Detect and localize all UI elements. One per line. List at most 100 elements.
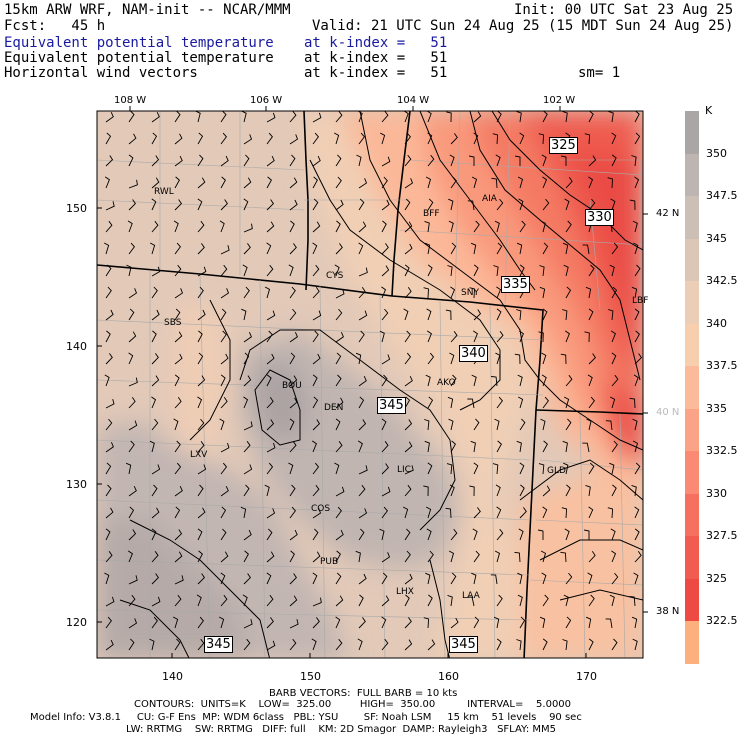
- wind-barb: [565, 484, 571, 497]
- wind-barb: [105, 616, 112, 629]
- wind-barb: [516, 309, 522, 321]
- wind-barb: [539, 616, 546, 629]
- wind-barb: [634, 506, 640, 519]
- wind-barb: [128, 308, 135, 321]
- wind-barb: [312, 353, 321, 365]
- colorbar-swatch: [685, 323, 699, 366]
- wind-barb: [358, 221, 367, 233]
- wind-barb: [494, 220, 500, 233]
- wind-barb: [495, 154, 501, 167]
- wind-barb: [243, 134, 253, 145]
- wind-barb: [197, 616, 204, 629]
- wind-barb: [358, 419, 367, 431]
- wind-barb: [634, 176, 640, 189]
- wind-barb: [404, 352, 412, 365]
- wind-barb: [450, 242, 457, 255]
- wind-barb: [197, 464, 207, 475]
- wind-barb: [312, 198, 319, 211]
- wind-barb: [174, 594, 182, 607]
- station-bou: BOU: [282, 381, 302, 391]
- wind-barb: [471, 176, 478, 189]
- wind-barb: [381, 374, 388, 387]
- wind-barb: [220, 374, 226, 387]
- wind-barb: [220, 245, 230, 255]
- wind-barb: [197, 309, 206, 321]
- wind-barb: [173, 418, 179, 431]
- wind-barb: [220, 330, 227, 343]
- wind-barb: [126, 264, 132, 277]
- wind-barb: [335, 418, 341, 431]
- wind-barb: [381, 638, 389, 651]
- wind-barb: [335, 595, 344, 607]
- wind-barb: [491, 376, 498, 387]
- wind-barb: [629, 199, 636, 211]
- wind-barb: [289, 397, 298, 409]
- contour-label-345-s: 345: [449, 636, 478, 653]
- wind-barb: [220, 462, 228, 475]
- wind-barb: [220, 199, 228, 211]
- wind-barb: [220, 528, 227, 541]
- wind-barb: [174, 506, 181, 519]
- wind-barb: [243, 177, 252, 189]
- wind-barb: [151, 155, 160, 167]
- wind-barb: [197, 132, 204, 145]
- wind-barb: [335, 572, 342, 585]
- wind-barb: [220, 111, 227, 123]
- wind-barb: [151, 266, 161, 277]
- wind-barb: [128, 331, 137, 343]
- wind-barb: [516, 242, 523, 255]
- wind-barb: [125, 462, 132, 475]
- wind-barb: [424, 419, 430, 431]
- wind-barb: [539, 286, 546, 299]
- wind-barb: [174, 133, 183, 145]
- wind-barb: [427, 264, 433, 277]
- wind-barb: [220, 594, 228, 607]
- wind-barb: [611, 638, 618, 651]
- wind-barb: [197, 507, 206, 519]
- wind-barb: [381, 308, 389, 321]
- wind-barb: [243, 243, 251, 255]
- wind-barb: [426, 308, 432, 321]
- wind-barb: [358, 396, 365, 409]
- wind-barb: [357, 638, 363, 651]
- wind-barb: [450, 176, 457, 189]
- wind-barb: [427, 462, 433, 475]
- wind-barb: [588, 396, 595, 409]
- wind-barb: [335, 550, 341, 563]
- wind-barb: [540, 220, 546, 233]
- wind-barb: [611, 440, 618, 453]
- wind-barb: [493, 265, 499, 277]
- wind-barb: [404, 594, 410, 607]
- wind-barb: [518, 528, 524, 541]
- wind-barb: [611, 374, 619, 387]
- wind-barb: [151, 353, 159, 365]
- wind-barb: [381, 552, 391, 563]
- wind-barb: [519, 507, 527, 519]
- wind-barb: [358, 594, 364, 607]
- wind-barb: [105, 353, 113, 365]
- wind-barb: [381, 572, 388, 585]
- wind-barb: [381, 463, 389, 475]
- wind-barb: [542, 242, 549, 255]
- wind-barb: [105, 112, 114, 123]
- wind-barb: [105, 330, 111, 343]
- wind-barb: [243, 484, 250, 497]
- contour-label-330: 330: [585, 209, 614, 226]
- wind-barb: [358, 528, 365, 541]
- wind-barb: [542, 638, 548, 651]
- wind-barb: [381, 111, 389, 123]
- wind-barb: [289, 550, 295, 563]
- wind-barb: [197, 418, 205, 431]
- wind-barb: [404, 376, 413, 387]
- wind-barb: [312, 396, 319, 409]
- wind-barb: [634, 308, 640, 321]
- wind-barb: [289, 484, 296, 497]
- wind-barb: [538, 331, 544, 343]
- wind-barb: [585, 484, 591, 497]
- wind-barb: [220, 506, 227, 519]
- wind-barb: [311, 638, 317, 651]
- wind-barb: [174, 638, 181, 651]
- station-sbs: SBS: [164, 318, 182, 328]
- wind-barb: [358, 330, 365, 343]
- wind-barb: [381, 354, 391, 365]
